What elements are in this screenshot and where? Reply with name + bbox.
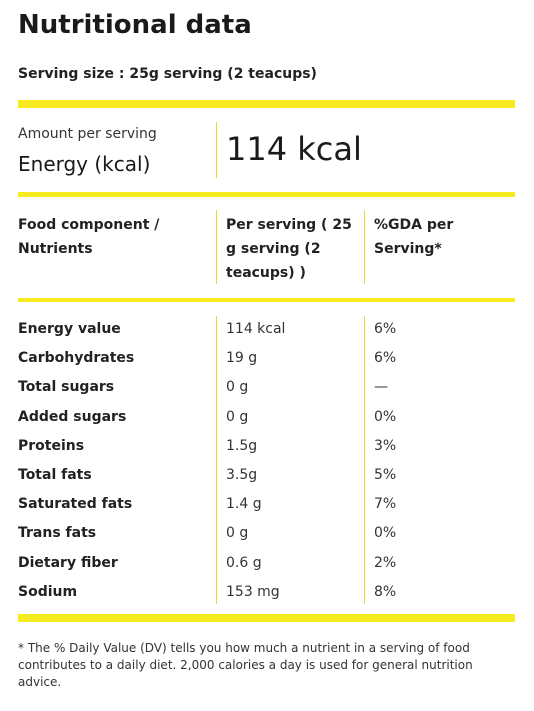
nutrient-gda: 7% — [374, 496, 397, 513]
nutrient-per-serving: 0 g — [226, 408, 249, 425]
table-row: Carbohydrates 19 g 6% — [18, 343, 515, 372]
nutrient-name: Total fats — [18, 466, 92, 483]
page-title: Nutritional data — [18, 10, 252, 40]
nutrient-name: Sodium — [18, 583, 78, 600]
nutrient-gda: 3% — [374, 437, 397, 454]
nutrient-name: Added sugars — [18, 408, 127, 425]
nutrient-per-serving: 114 kcal — [226, 321, 286, 337]
divider-bar-header — [18, 298, 515, 302]
table-row: Dietary fiber 0.6 g 2% — [18, 548, 515, 577]
nutrient-per-serving: 153 mg — [226, 583, 280, 600]
header-per-serving: Per serving ( 25 g serving (2 teacups) ) — [226, 217, 352, 281]
header-divider-1 — [216, 210, 217, 284]
nutrient-per-serving: 0 g — [226, 525, 249, 542]
divider-bar-bottom — [18, 614, 515, 622]
nutrient-gda: 6% — [374, 350, 397, 367]
footnote: * The % Daily Value (DV) tells you how m… — [18, 641, 473, 689]
nutrient-name: Total sugars — [18, 379, 115, 396]
table-row: Added sugars 0 g 0% — [18, 402, 515, 431]
table-row: Sodium 153 mg 8% — [18, 577, 515, 606]
nutrient-gda: 0% — [374, 408, 397, 425]
nutrient-name: Saturated fats — [18, 496, 133, 513]
amount-per-serving-label: Amount per serving — [18, 126, 157, 142]
divider-bar-top — [18, 100, 515, 108]
table-row: Proteins 1.5g 3% — [18, 431, 515, 460]
nutrient-per-serving: 0.6 g — [226, 554, 262, 571]
nutrient-gda: — — [374, 379, 388, 396]
nutrient-name: Energy value — [18, 321, 121, 337]
table-row: Total fats 3.5g 5% — [18, 460, 515, 489]
nutrient-gda: 8% — [374, 583, 397, 600]
nutrient-per-serving: 1.5g — [226, 437, 258, 454]
nutrient-name: Carbohydrates — [18, 350, 135, 367]
nutrient-table: Energy value 114 kcal 6% Carbohydrates 1… — [18, 314, 515, 606]
nutrient-per-serving: 0 g — [226, 379, 249, 396]
nutrient-gda: 6% — [374, 321, 397, 337]
energy-divider — [216, 122, 217, 178]
nutrient-gda: 0% — [374, 525, 397, 542]
table-row: Trans fats 0 g 0% — [18, 518, 515, 547]
header-gda: %GDA per Serving* — [374, 217, 454, 257]
nutrient-name: Trans fats — [18, 525, 97, 542]
nutrient-per-serving: 19 g — [226, 350, 258, 367]
energy-value: 114 kcal — [226, 130, 362, 168]
table-row: Energy value 114 kcal 6% — [18, 314, 515, 343]
serving-size: Serving size : 25g serving (2 teacups) — [18, 66, 317, 82]
divider-bar-energy — [18, 192, 515, 197]
nutrient-name: Proteins — [18, 437, 85, 454]
table-row: Total sugars 0 g — — [18, 372, 515, 401]
nutrient-per-serving: 1.4 g — [226, 496, 262, 513]
header-nutrient: Food component / Nutrients — [18, 217, 160, 257]
nutrient-gda: 2% — [374, 554, 397, 571]
table-row: Saturated fats 1.4 g 7% — [18, 489, 515, 518]
table-divider-1 — [216, 316, 217, 604]
nutrient-per-serving: 3.5g — [226, 466, 258, 483]
nutrient-gda: 5% — [374, 466, 397, 483]
energy-label: Energy (kcal) — [18, 152, 151, 176]
table-divider-2 — [364, 316, 365, 604]
nutrient-name: Dietary fiber — [18, 554, 118, 571]
header-divider-2 — [364, 210, 365, 284]
